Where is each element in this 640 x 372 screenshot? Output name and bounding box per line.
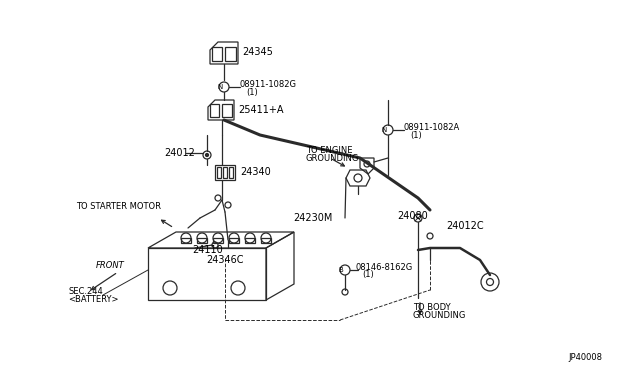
Text: 25411+A: 25411+A (238, 105, 284, 115)
Text: (1): (1) (410, 131, 422, 140)
Text: GROUNDING: GROUNDING (413, 311, 467, 321)
Bar (210, 104, 219, 117)
Text: FRONT: FRONT (96, 260, 125, 269)
Bar (181, 238, 191, 243)
Text: N: N (381, 127, 387, 133)
Text: 24012C: 24012C (446, 221, 484, 231)
Bar (229, 167, 233, 178)
Text: 24012: 24012 (164, 148, 195, 158)
Text: N: N (218, 84, 223, 90)
Text: B: B (339, 267, 344, 273)
Bar (212, 47, 222, 61)
Text: 24345: 24345 (242, 47, 273, 57)
Text: 08911-1082G: 08911-1082G (240, 80, 297, 89)
Bar (215, 165, 235, 180)
Text: 24080: 24080 (397, 211, 428, 221)
Bar (217, 167, 221, 178)
Bar (225, 47, 236, 61)
Text: <BATTERY>: <BATTERY> (68, 295, 118, 305)
Bar (213, 238, 223, 243)
Bar (197, 238, 207, 243)
Text: (1): (1) (362, 270, 374, 279)
Text: 08911-1082A: 08911-1082A (404, 122, 460, 131)
Text: TO ENGINE: TO ENGINE (306, 145, 353, 154)
Bar (223, 167, 227, 178)
Text: 24110: 24110 (192, 245, 223, 255)
Text: 24340: 24340 (240, 167, 271, 177)
Bar (245, 238, 255, 243)
Circle shape (205, 154, 209, 157)
Text: TO BODY: TO BODY (413, 304, 451, 312)
Bar (229, 238, 239, 243)
Text: TO STARTER MOTOR: TO STARTER MOTOR (76, 202, 161, 211)
Text: 24230M: 24230M (293, 213, 332, 223)
Text: JP40008: JP40008 (568, 353, 602, 362)
Text: SEC.244: SEC.244 (68, 288, 103, 296)
Text: GROUNDING: GROUNDING (306, 154, 360, 163)
Text: (1): (1) (246, 87, 258, 96)
Text: 08146-8162G: 08146-8162G (356, 263, 413, 272)
Bar (222, 104, 232, 117)
Text: 24346C: 24346C (206, 255, 243, 265)
Bar (261, 238, 271, 243)
